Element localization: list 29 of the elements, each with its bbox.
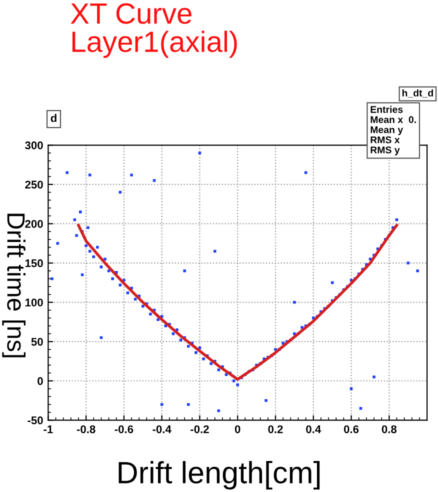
text: Mean y [370,126,404,136]
text: h_dt_d [402,89,433,98]
x-tick-label: -0.4 [152,425,172,434]
x-tick-label: 0.6 [344,425,359,434]
x-axis-title: Drift length[cm] [118,461,320,490]
x-tick-label: -0.8 [76,425,96,434]
y-tick-label: 300 [25,141,43,150]
chart-title: XT Curve Layer1(axial) [70,3,237,58]
x-tick-label: 0.8 [382,425,397,434]
text: Mean x 0. [370,116,416,124]
annotation: RMS y [370,146,400,156]
text: RMS x [370,136,400,144]
y-tick-label: 100 [25,298,43,306]
x-tick-label: -0.6 [114,425,134,434]
y-tick-label: 150 [25,259,43,268]
line-series [77,224,398,381]
y-tick-label: 50 [31,338,43,346]
y-axis-title: Drift time [ns] [2,214,26,358]
y-tick-label: 0 [38,377,43,386]
x-tick-label: 0.2 [268,425,283,434]
y-tick-label: -50 [28,416,43,424]
x-tick-label: 0.4 [306,425,322,434]
x-tick-label: -1 [44,425,53,434]
text: Entries [370,106,403,113]
text: d [50,114,56,122]
x-tick-label: -0.2 [190,425,209,434]
x-tick-label: 0 [234,425,240,434]
y-tick-label: 250 [25,180,43,189]
y-tick-label: 200 [25,220,43,228]
